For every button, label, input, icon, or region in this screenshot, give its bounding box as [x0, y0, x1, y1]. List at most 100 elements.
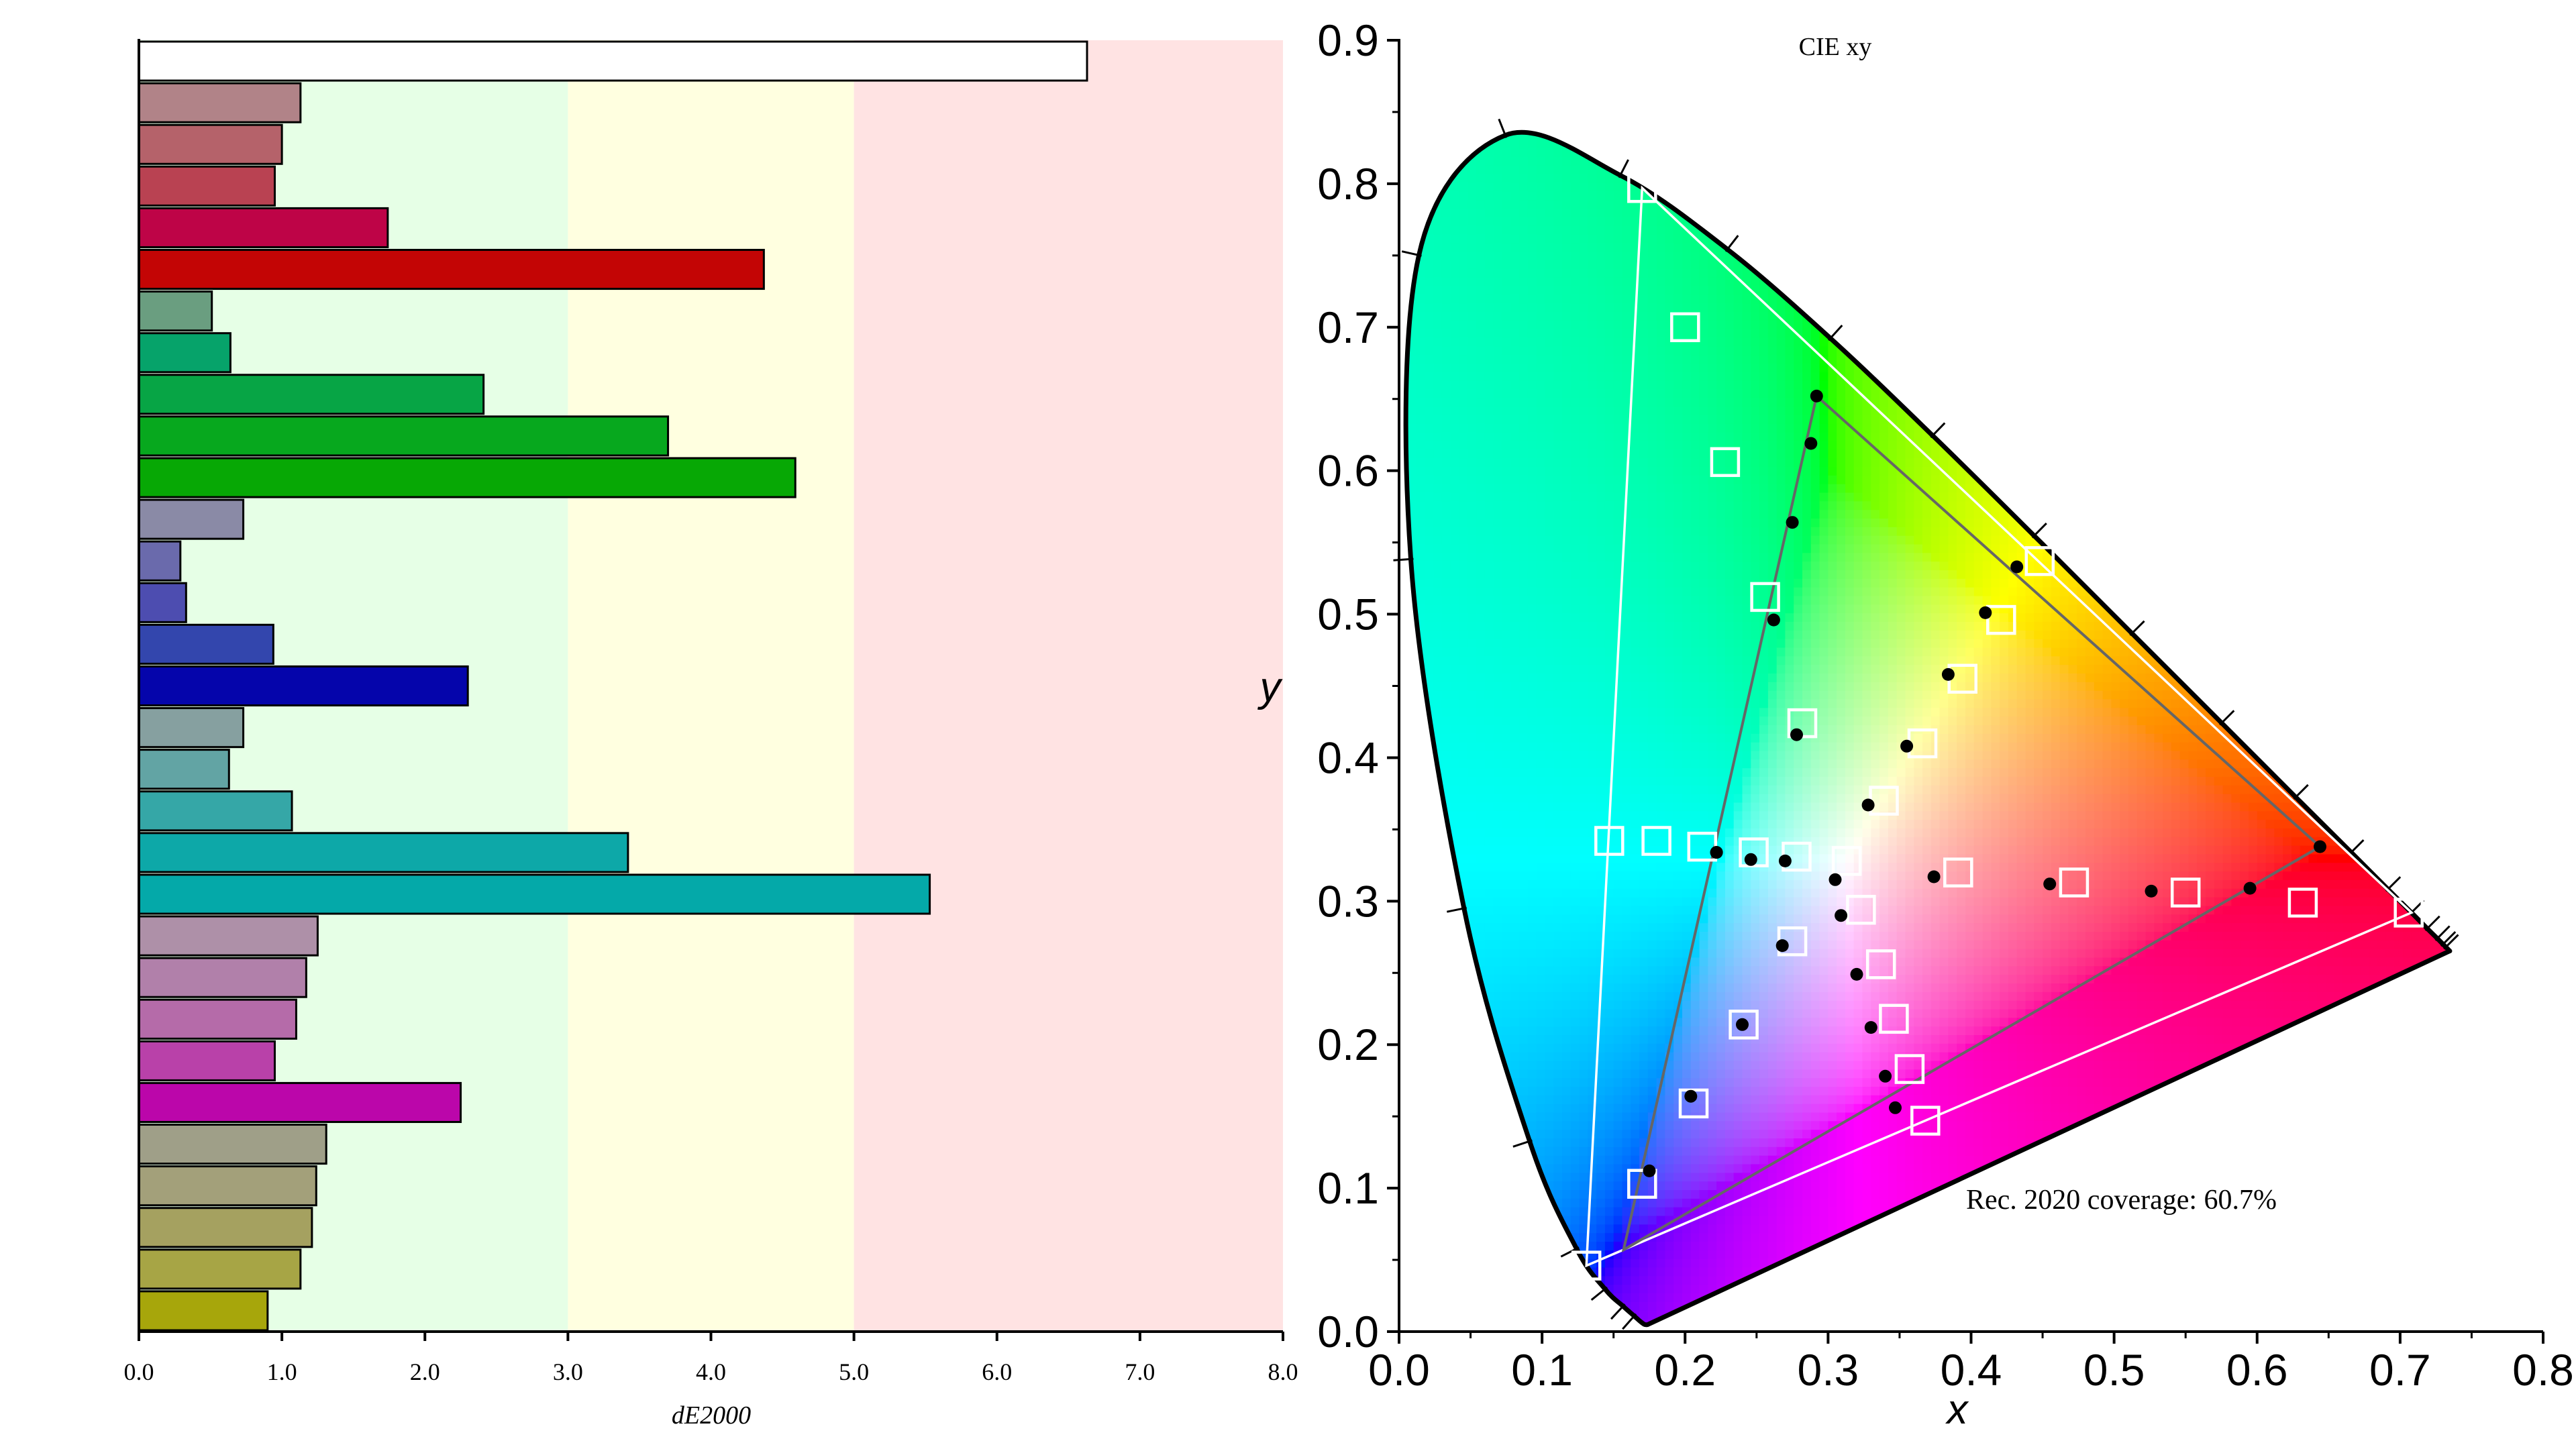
y-tick-label: 0.9: [1317, 15, 1379, 65]
bar: [138, 957, 307, 998]
y-tick-label: 0.7: [1317, 303, 1379, 352]
measured-point: [1927, 870, 1941, 883]
measured-point: [1861, 798, 1875, 812]
bar: [138, 1081, 462, 1124]
wavelength-tick: [1827, 324, 1843, 341]
wavelength-tick: [2443, 934, 2459, 950]
wavelength-tick: [1512, 1139, 1533, 1148]
target-marker: [1678, 1088, 1709, 1119]
chart-title: CIE xy: [1799, 33, 1872, 61]
spectral-locus-fill: [1406, 132, 2450, 1325]
target-marker: [2287, 888, 2318, 918]
measured-point: [2243, 881, 2257, 895]
measured-point: [2010, 560, 2024, 574]
target-marker: [2059, 867, 2090, 898]
y-tick-label: 0.8: [1317, 159, 1379, 209]
bar: [138, 1040, 276, 1081]
bar: [138, 665, 469, 707]
measured-point: [1736, 1018, 1749, 1031]
wavelength-tick: [1930, 422, 1946, 439]
y-tick-label: 0.2: [1317, 1020, 1379, 1069]
wavelength-tick: [2385, 876, 2402, 892]
target-marker: [1865, 949, 1896, 979]
y-tick-label: 0.3: [1317, 876, 1379, 926]
bar: [138, 540, 182, 582]
x-tick-label: 2.0: [410, 1358, 440, 1385]
measured-point: [2145, 884, 2158, 898]
measured-point: [1643, 1164, 1656, 1177]
target-marker: [1627, 173, 1657, 203]
x-tick-label: 0.2: [1654, 1345, 1716, 1395]
left-axes: [138, 39, 1284, 1341]
x-tick-label: 0.3: [1798, 1345, 1859, 1395]
target-marker: [1846, 894, 1876, 925]
x-tick-label: 7.0: [1125, 1358, 1155, 1385]
x-tick-label: 0.8: [2512, 1345, 2574, 1395]
bar: [138, 498, 245, 540]
measured-point: [1828, 873, 1842, 886]
wavelength-tick: [2440, 931, 2457, 947]
measured-point: [1767, 613, 1780, 627]
bar: [138, 332, 231, 374]
bar: [138, 790, 293, 832]
wavelength-tick: [1560, 1246, 1580, 1258]
bar: [138, 749, 230, 790]
target-marker: [1641, 826, 1671, 856]
wavelength-tick: [2424, 915, 2440, 932]
measured-point: [1790, 728, 1803, 741]
wavelength-tick: [2434, 925, 2451, 941]
y-axis-label: y: [1257, 664, 1284, 710]
x-tick-label: 0.7: [2369, 1345, 2431, 1395]
de2000-bar-chart: 0.0 1.0 2.0 3.0 4.0 5.0 6.0 7.0 8.0 dE2000: [124, 39, 1298, 1430]
x-tick-label: 8.0: [1268, 1358, 1298, 1385]
target-marker: [1739, 837, 1769, 867]
wavelength-tick: [1590, 1286, 1608, 1301]
measured-point: [1810, 389, 1823, 402]
target-marker: [1594, 826, 1625, 856]
target-marker: [1729, 1010, 1759, 1040]
bar: [138, 998, 297, 1040]
bar: [138, 582, 187, 623]
target-marker: [2024, 546, 2055, 576]
target-marker: [1670, 312, 1700, 343]
bar: [138, 707, 245, 749]
measured-point: [1778, 854, 1792, 867]
wavelength-tick: [1447, 906, 1467, 913]
wavelength-tick: [1401, 250, 1422, 257]
measured-point: [1710, 846, 1723, 859]
wavelength-tick: [1622, 1313, 1637, 1330]
measured-point: [1775, 939, 1789, 953]
target-marker: [1627, 1169, 1657, 1199]
measured-point: [2314, 840, 2326, 853]
measured-point: [2043, 877, 2057, 891]
bar: [138, 207, 389, 248]
x-tick-label: 1.0: [267, 1358, 297, 1385]
bar: [138, 832, 629, 873]
measured-point: [1979, 606, 1992, 619]
bar: [138, 623, 274, 665]
x-axis-label: x: [1945, 1387, 1969, 1433]
x-tick-label: 0.0: [124, 1358, 154, 1385]
bar: [138, 1124, 327, 1165]
measured-point: [1804, 437, 1818, 450]
y-tick-label: 0.0: [1317, 1307, 1379, 1356]
bar: [138, 374, 485, 415]
target-marker: [1879, 1004, 1909, 1034]
y-tick-labels: 0.0 0.1 0.2 0.3 0.4 0.5 0.6 0.7 0.8 0.9: [1317, 15, 1379, 1356]
measured-gamut-triangle: [1621, 393, 2322, 1253]
x-tick-label: 6.0: [982, 1358, 1012, 1385]
wavelength-tick: [2129, 620, 2145, 637]
wavelength-tick: [1618, 159, 1629, 178]
x-tick-label: 0.1: [1511, 1345, 1573, 1395]
cie-xy-chart: 0.0 0.1 0.2 0.3 0.4 0.5 0.6 0.7 0.8 0.0 0.1 0.2 0.3…: [1257, 15, 2574, 1433]
target-markers: [1571, 173, 2424, 1281]
bar: [138, 457, 796, 498]
target-marker: [2393, 898, 2424, 928]
measured-point: [1900, 739, 1914, 753]
target-marker: [1894, 1054, 1925, 1084]
measured-points: [1643, 389, 2326, 1177]
target-marker: [1943, 857, 1973, 888]
bar: [138, 1248, 302, 1290]
y-tick-label: 0.1: [1317, 1163, 1379, 1213]
